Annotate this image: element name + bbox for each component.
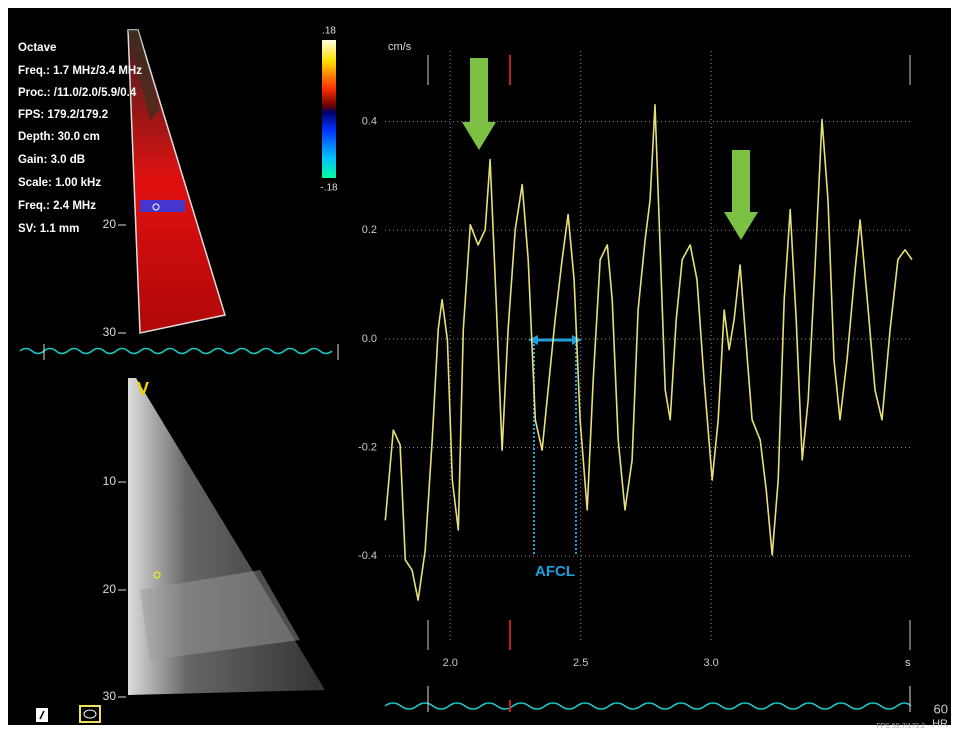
hr-label: HR <box>932 718 948 730</box>
x-unit: s <box>905 657 911 669</box>
depth-label: 20 <box>103 582 117 596</box>
y-unit: cm/s <box>388 41 412 53</box>
depth-label: 30 <box>103 689 117 703</box>
page: AFCL cm/s s Octave Freq.: 1.7 MHz/3.4 MH… <box>0 0 959 733</box>
blue-flow <box>140 200 185 212</box>
afcl-label: AFCL <box>535 563 575 580</box>
y-tick-label: 0.2 <box>362 224 377 236</box>
colorbar-label: .18 <box>322 26 336 37</box>
setting: Freq.: 1.7 MHz/3.4 MHz <box>18 65 142 77</box>
setting: FPS: 179.2/179.2 <box>18 109 108 121</box>
screen: AFCL cm/s s Octave Freq.: 1.7 MHz/3.4 MH… <box>0 0 959 733</box>
x-tick-label: 2.5 <box>573 657 588 669</box>
colorbar-label: -.18 <box>320 183 338 194</box>
setting: Gain: 3.0 dB <box>18 154 85 166</box>
y-tick-label: -0.2 <box>358 441 377 453</box>
y-tick-label: 0.4 <box>362 116 377 128</box>
x-tick-label: 3.0 <box>703 657 718 669</box>
setting: Depth: 30.0 cm <box>18 131 100 143</box>
y-tick-label: -0.4 <box>358 550 377 562</box>
setting: Freq.: 2.4 MHz <box>18 200 96 212</box>
setting: Proc.: /11.0/2.0/5.9/0.4 <box>18 87 137 99</box>
setting: SV: 1.1 mm <box>18 223 79 235</box>
hr-value: 60 <box>934 701 948 716</box>
setting: Octave <box>18 42 56 54</box>
depth-label: 30 <box>103 325 117 339</box>
depth-label: 10 <box>103 474 117 488</box>
x-tick-label: 2.0 <box>443 657 458 669</box>
setting: Scale: 1.00 kHz <box>18 177 101 189</box>
y-tick-label: 0.0 <box>362 333 377 345</box>
color-bar <box>322 40 336 178</box>
fps-label: FPS 59.7/179.2 <box>876 723 925 730</box>
depth-label: 20 <box>103 217 117 231</box>
icon[interactable] <box>80 706 100 722</box>
view-label: V <box>137 379 149 399</box>
